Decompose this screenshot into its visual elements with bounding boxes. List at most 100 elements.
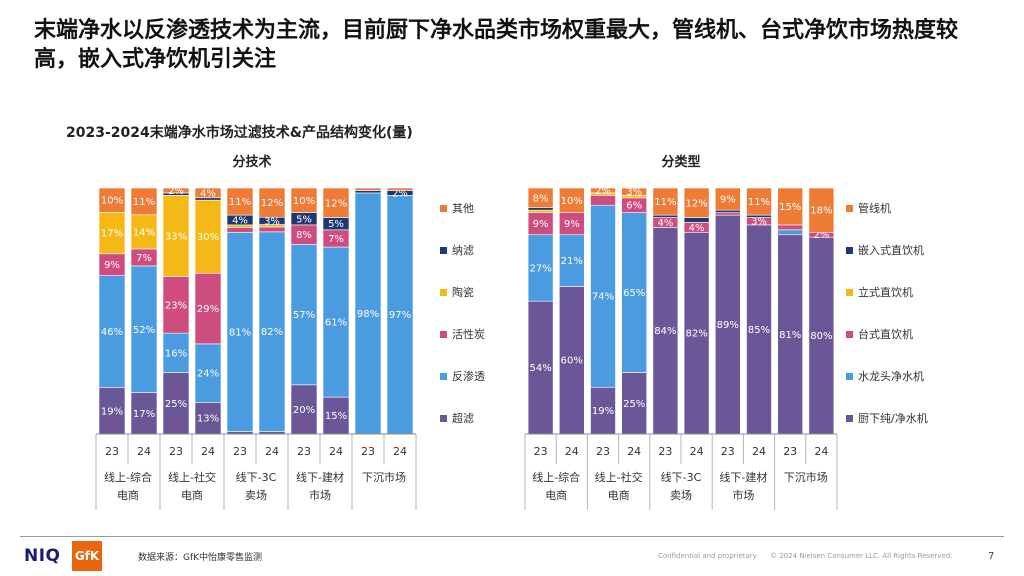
data-label: 3% <box>626 187 642 198</box>
bar-segment <box>714 187 741 211</box>
legend-swatch <box>440 289 447 296</box>
footer-divider <box>20 536 1004 537</box>
bar-segment <box>322 246 350 398</box>
data-label: 21% <box>561 256 583 267</box>
bar-segment <box>322 396 350 435</box>
data-label: 60% <box>561 356 583 367</box>
data-label: 97% <box>389 310 411 321</box>
bar-segment <box>746 224 772 435</box>
bar-segment <box>162 332 190 373</box>
bar-segment <box>130 214 158 250</box>
bar-segment <box>683 187 710 218</box>
data-label: 52% <box>133 325 155 336</box>
legend-label: 其他 <box>452 202 474 215</box>
data-label: 12% <box>261 198 283 209</box>
data-label: 8% <box>533 193 549 204</box>
data-label: 9% <box>104 260 120 271</box>
x-tick-label: 23 <box>658 445 672 458</box>
legend-label: 立式直饮机 <box>858 285 913 299</box>
bar-segment <box>98 212 126 255</box>
data-label: 9% <box>564 219 580 230</box>
data-label: 11% <box>654 197 676 208</box>
data-label: 80% <box>810 331 832 342</box>
legend-label: 反渗透 <box>452 369 485 383</box>
copyright-note: © 2024 Nielsen Consumer LLC. All Rights … <box>770 552 953 560</box>
x-tick-label: 24 <box>393 445 407 458</box>
data-label: 89% <box>717 320 739 331</box>
data-label: 5% <box>328 219 344 230</box>
bar-segment <box>746 187 772 216</box>
niq-logo: NIQ <box>24 546 61 566</box>
page-number: 7 <box>988 551 995 562</box>
data-label: 12% <box>325 198 347 209</box>
group-label: 线上-综合 <box>104 470 152 484</box>
group-label: 下沉市场 <box>362 470 406 484</box>
legend-label: 管线机 <box>858 201 891 215</box>
x-tick-label: 24 <box>627 445 641 458</box>
bar-segment <box>652 214 679 218</box>
data-label: 7% <box>328 234 344 245</box>
bar-segment <box>808 236 835 435</box>
data-label: 57% <box>293 310 315 321</box>
chart-title-0: 分技术 <box>232 154 271 170</box>
bar-segment <box>714 214 741 435</box>
x-tick-label: 24 <box>265 445 279 458</box>
data-label: 2% <box>595 186 611 197</box>
data-label: 5% <box>296 214 312 225</box>
legend-label: 水龙头净水机 <box>858 369 924 383</box>
data-label: 81% <box>229 327 251 338</box>
x-tick-label: 23 <box>721 445 735 458</box>
bar-segment <box>590 187 616 194</box>
bar-segment <box>98 275 126 389</box>
bar-segment <box>226 187 254 216</box>
data-label: 25% <box>165 399 187 410</box>
data-label: 54% <box>529 363 551 374</box>
bar-segment <box>621 187 648 196</box>
data-label: 7% <box>136 253 152 264</box>
bar-segment <box>527 187 554 208</box>
x-tick-label: 24 <box>752 445 766 458</box>
legend-label: 厨下纯/净水机 <box>858 411 928 425</box>
data-label: 29% <box>197 304 219 315</box>
bar-segment <box>162 195 190 277</box>
data-label: 2% <box>813 230 829 241</box>
data-label: 15% <box>325 411 347 422</box>
bar-segment <box>162 187 190 194</box>
data-label: 19% <box>592 406 614 417</box>
data-label: 10% <box>561 196 583 207</box>
bar-segment <box>194 343 222 403</box>
data-label: 16% <box>165 348 187 359</box>
bar-segment <box>322 187 350 218</box>
data-source: 数据来源：GfK中怡康零售监测 <box>138 553 263 563</box>
x-tick-label: 24 <box>690 445 704 458</box>
x-tick-label: 24 <box>201 445 215 458</box>
x-tick-label: 24 <box>565 445 579 458</box>
bar-segment <box>194 199 222 274</box>
group-label: 下沉市场 <box>784 470 828 484</box>
data-label: 2% <box>392 188 408 199</box>
bar-segment <box>777 187 804 226</box>
group-label: 线上-综合 <box>532 470 580 484</box>
legend-swatch <box>846 289 853 296</box>
gfk-logo: GfK <box>72 541 102 571</box>
data-label: 33% <box>165 231 187 242</box>
legend-swatch <box>846 415 853 422</box>
x-tick-label: 23 <box>596 445 610 458</box>
x-tick-label: 24 <box>329 445 343 458</box>
x-tick-label: 23 <box>105 445 119 458</box>
bar-segment <box>777 229 804 236</box>
bar-segment <box>354 190 382 194</box>
group-label: 线上-社交 <box>168 470 216 484</box>
bar-segment <box>226 231 254 432</box>
chart-title-1: 分类型 <box>661 154 700 170</box>
group-label: 线下-建材 <box>719 470 767 484</box>
data-label: 4% <box>689 223 705 234</box>
legend-label: 活性炭 <box>452 327 485 341</box>
x-tick-label: 23 <box>534 445 548 458</box>
bar-segment <box>130 265 158 393</box>
data-label: 65% <box>623 288 645 299</box>
data-label: 13% <box>197 414 219 425</box>
bar-segment <box>98 187 126 213</box>
data-label: 20% <box>293 405 315 416</box>
